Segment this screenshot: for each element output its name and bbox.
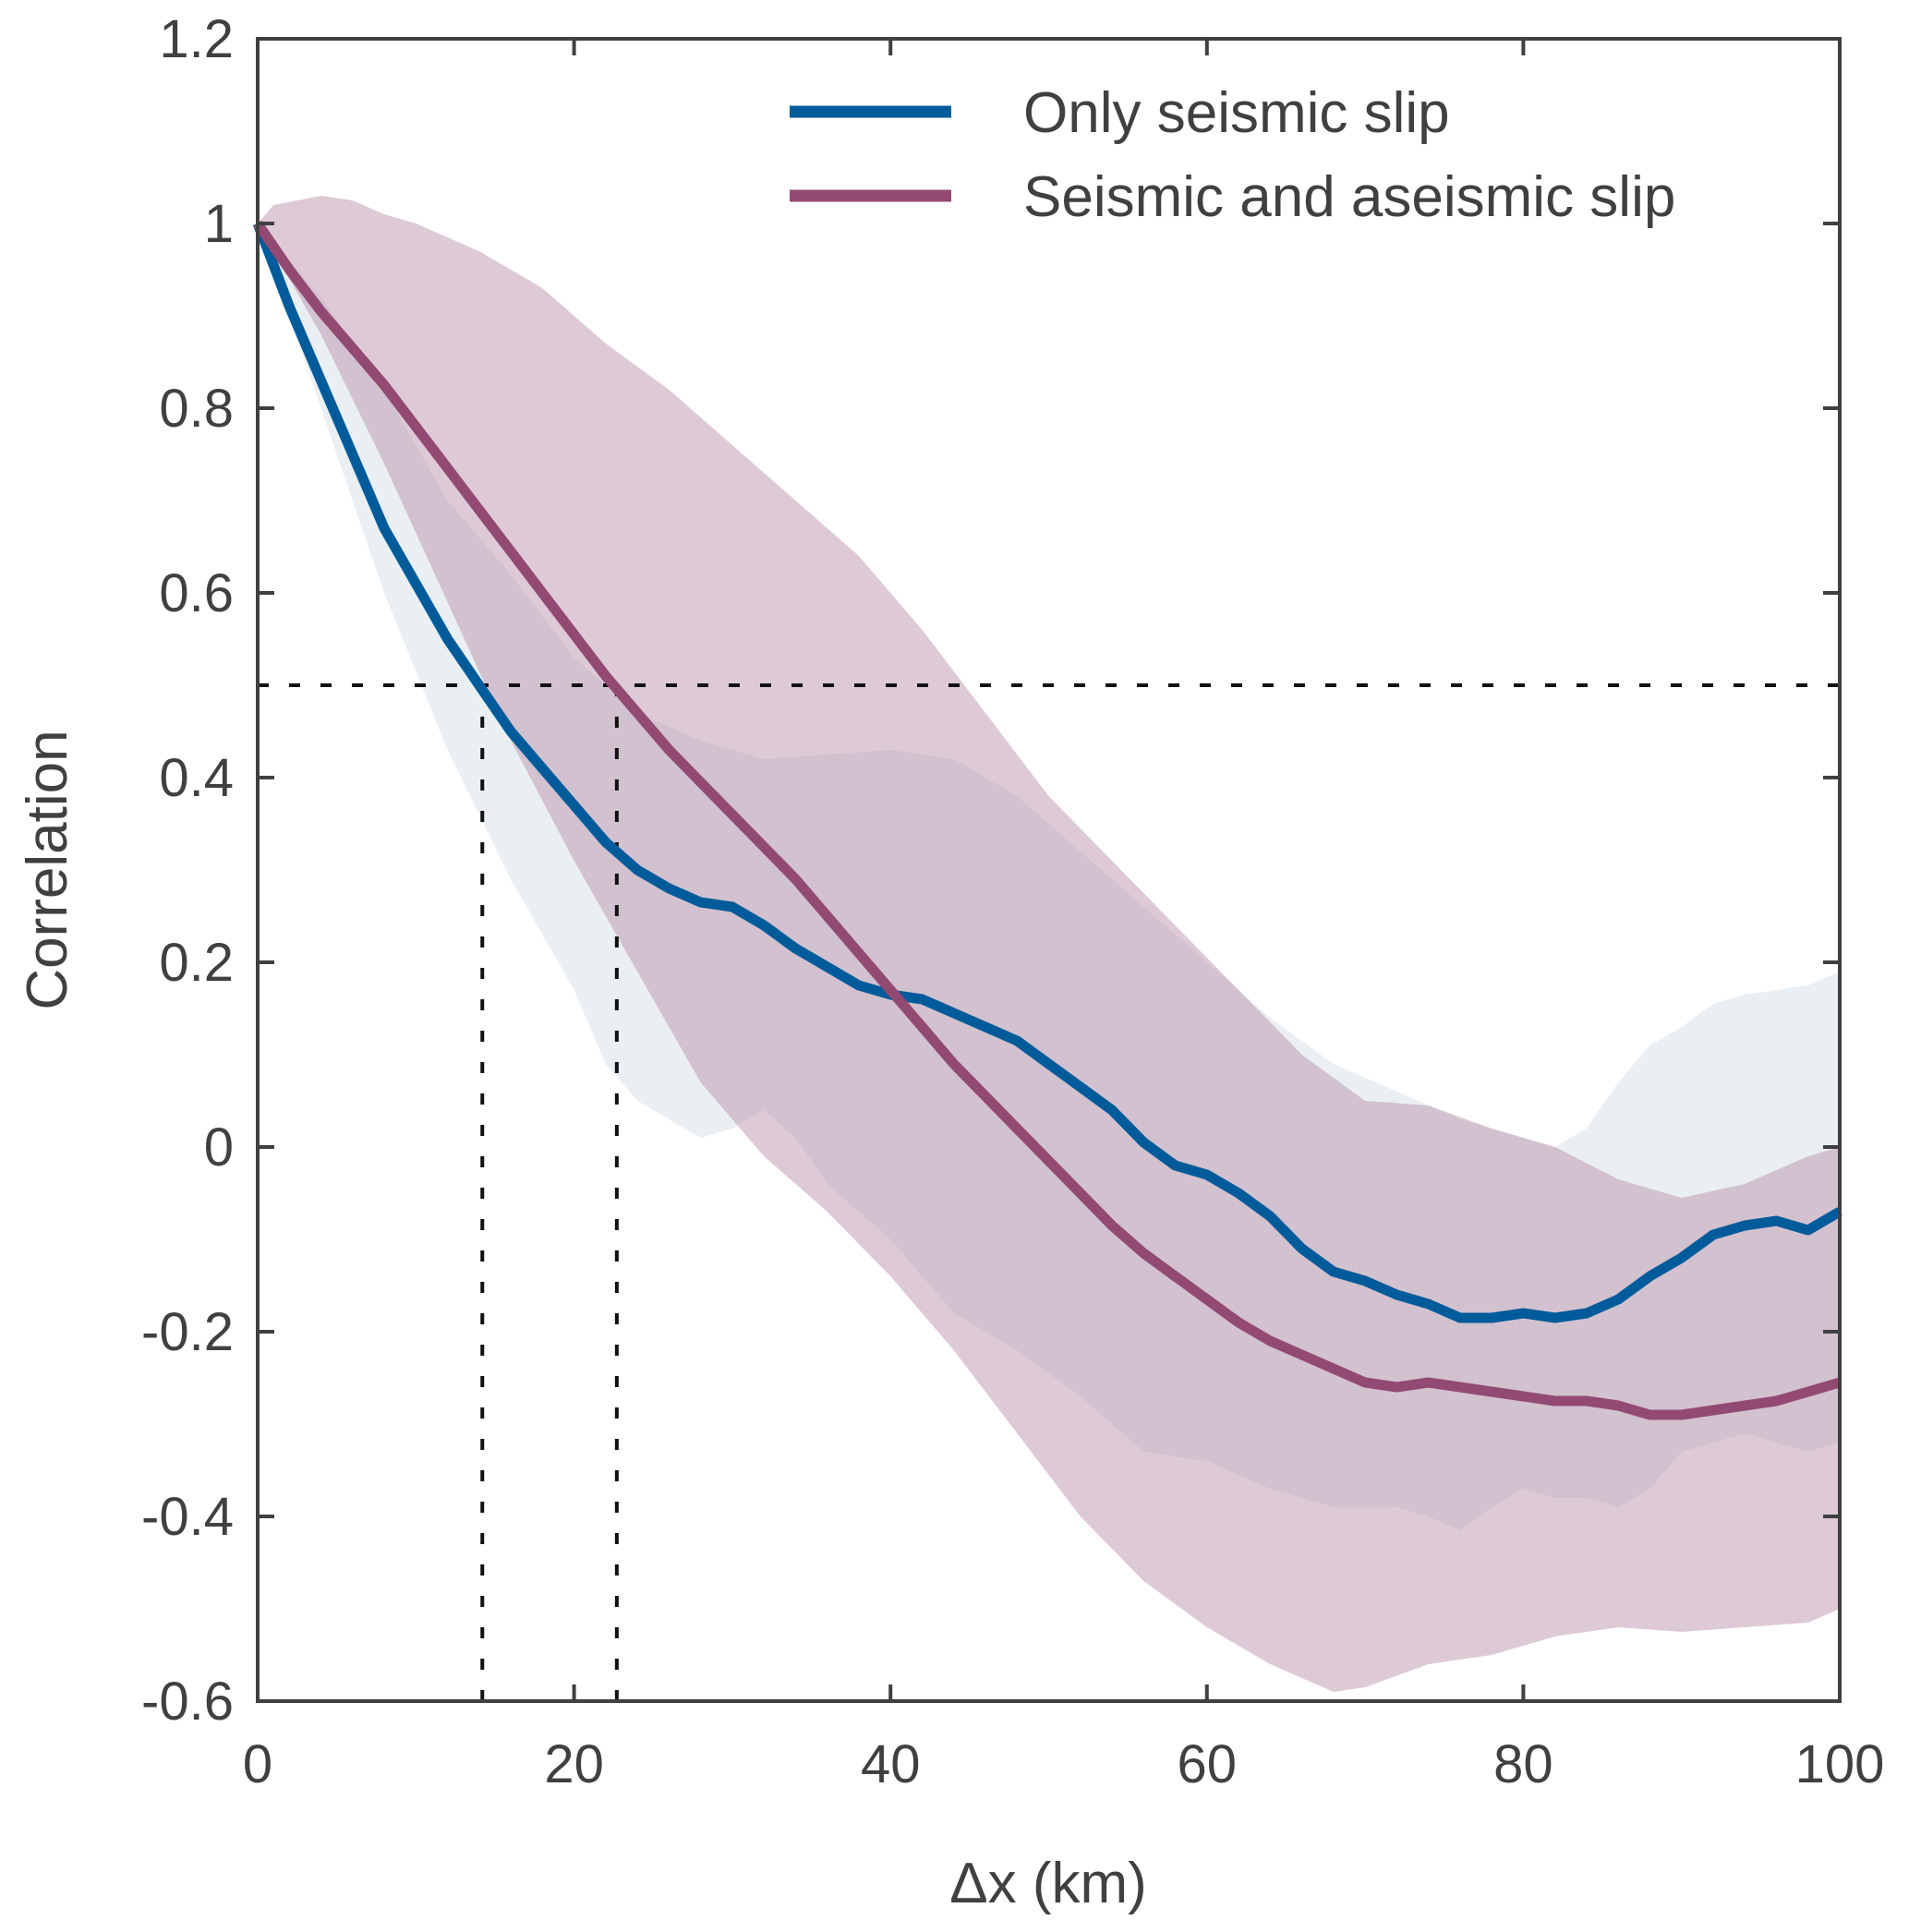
legend-label-seismic-aseismic: Seismic and aseismic slip: [1023, 165, 1675, 229]
confidence-bands: [258, 196, 1840, 1692]
x-tick-label: 60: [1178, 1734, 1238, 1794]
legend: Only seismic slip Seismic and aseismic s…: [790, 81, 1675, 229]
y-tick-label: 0.4: [159, 748, 234, 808]
band-only-seismic: [258, 223, 1840, 1530]
y-axis-title: Correlation: [16, 730, 79, 1009]
y-tick-label: 0: [204, 1117, 234, 1177]
line-only-seismic: [252, 222, 1843, 1323]
series-lines: [252, 220, 1843, 1420]
tick-labels: 0 20 40 60 80 100 1.2 1 0.8 0.6 0.4 0.2 0 -0.2 -0.4 -0.…: [141, 9, 1884, 1794]
y-tick-label: -0.6: [141, 1672, 234, 1732]
y-tick-label: -0.2: [141, 1302, 234, 1362]
reference-lines: [258, 683, 1840, 1701]
x-tick-label: 100: [1795, 1734, 1885, 1794]
y-tick-label: 1.2: [159, 9, 234, 69]
y-tick-label: 0.2: [159, 933, 234, 993]
legend-label-only-seismic: Only seismic slip: [1023, 81, 1450, 145]
y-tick-label: -0.4: [141, 1487, 234, 1547]
plot-frame: [256, 37, 1842, 1703]
y-tick-label: 0.8: [159, 379, 234, 439]
x-tick-label: 40: [861, 1734, 921, 1794]
x-tick-label: 0: [243, 1734, 272, 1794]
axes: [256, 37, 1842, 1703]
x-tick-label: 20: [544, 1734, 604, 1794]
x-axis-title: Δx (km): [949, 1852, 1147, 1915]
y-tick-label: 1: [204, 194, 234, 254]
band-seismic-aseismic: [258, 196, 1840, 1692]
y-tick-label: 0.6: [159, 563, 234, 623]
x-tick-label: 80: [1493, 1734, 1553, 1794]
line-seismic-aseismic: [253, 220, 1842, 1420]
